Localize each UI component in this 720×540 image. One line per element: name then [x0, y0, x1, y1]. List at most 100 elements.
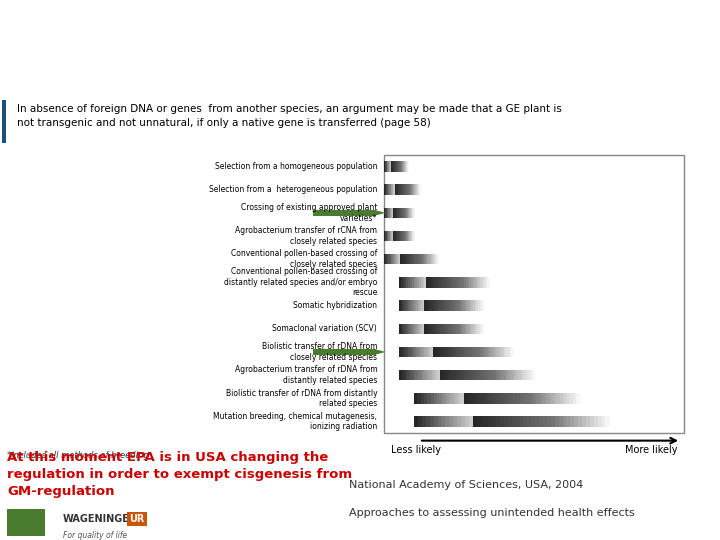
Bar — [386, 207, 387, 218]
Bar — [395, 231, 396, 241]
Bar — [488, 416, 493, 427]
Bar — [399, 161, 400, 172]
Bar — [406, 347, 409, 357]
Bar — [400, 231, 401, 241]
Bar — [467, 347, 471, 357]
Bar — [408, 207, 410, 218]
Bar — [434, 254, 436, 265]
Bar — [406, 277, 409, 288]
Bar — [459, 370, 462, 380]
Bar — [405, 185, 406, 195]
Bar — [422, 254, 424, 265]
Bar — [413, 323, 415, 334]
Bar — [462, 370, 464, 380]
Polygon shape — [376, 349, 386, 354]
Bar — [444, 323, 447, 334]
Bar — [2, 100, 6, 143]
Bar — [462, 300, 464, 311]
Bar — [459, 277, 461, 288]
Bar — [510, 393, 514, 403]
Bar — [410, 347, 413, 357]
Text: Selection from a homogeneous population: Selection from a homogeneous population — [215, 162, 377, 171]
Bar — [439, 323, 442, 334]
Bar — [523, 416, 528, 427]
Bar — [402, 231, 404, 241]
Bar — [477, 323, 479, 334]
Bar — [404, 323, 407, 334]
Bar — [405, 231, 406, 241]
Bar — [480, 416, 485, 427]
Bar — [399, 300, 402, 311]
Bar — [408, 370, 410, 380]
Bar — [418, 185, 420, 195]
Bar — [424, 347, 427, 357]
Bar — [398, 207, 399, 218]
Bar — [463, 323, 465, 334]
Bar — [402, 347, 405, 357]
Bar — [395, 207, 397, 218]
Bar — [474, 370, 478, 380]
Bar — [523, 370, 527, 380]
Bar — [419, 185, 420, 195]
Bar — [412, 277, 414, 288]
Bar — [390, 207, 392, 218]
Bar — [508, 416, 513, 427]
Bar — [454, 347, 457, 357]
Bar — [420, 347, 423, 357]
Bar — [403, 207, 405, 218]
Bar — [478, 323, 480, 334]
Bar — [454, 393, 458, 403]
Bar — [464, 277, 467, 288]
Bar — [411, 207, 413, 218]
Bar — [420, 277, 423, 288]
Bar — [456, 347, 459, 357]
Bar — [418, 185, 419, 195]
Bar — [406, 185, 408, 195]
Bar — [406, 254, 408, 265]
Bar — [448, 323, 450, 334]
Bar — [436, 300, 438, 311]
Bar — [404, 231, 405, 241]
Bar — [409, 300, 412, 311]
Bar — [430, 277, 432, 288]
Bar — [484, 277, 486, 288]
Bar — [409, 207, 410, 218]
Bar — [405, 161, 407, 172]
Bar — [590, 416, 595, 427]
Bar — [439, 300, 442, 311]
Bar — [408, 277, 410, 288]
Bar — [459, 347, 462, 357]
Bar — [520, 416, 524, 427]
Bar — [393, 207, 395, 218]
Bar — [406, 323, 408, 334]
Bar — [418, 416, 423, 427]
Bar — [531, 370, 535, 380]
Bar — [409, 254, 411, 265]
Bar — [390, 231, 392, 241]
Bar — [431, 347, 434, 357]
Bar — [413, 347, 416, 357]
Bar — [415, 254, 416, 265]
Bar — [408, 185, 409, 195]
Bar — [436, 347, 438, 357]
Bar — [444, 300, 447, 311]
Text: Crossing of existing approved plant
varieties*: Crossing of existing approved plant vari… — [240, 203, 377, 222]
Bar — [398, 231, 399, 241]
Bar — [477, 393, 481, 403]
Bar — [449, 416, 454, 427]
Bar — [388, 207, 390, 218]
Bar — [384, 231, 385, 241]
Bar — [448, 277, 450, 288]
Bar — [459, 323, 462, 334]
Bar — [391, 161, 392, 172]
Bar — [526, 370, 530, 380]
Bar — [402, 207, 404, 218]
Bar — [401, 231, 402, 241]
Bar — [393, 254, 395, 265]
Bar — [413, 185, 414, 195]
Bar — [469, 416, 474, 427]
Bar — [419, 323, 422, 334]
Bar — [399, 207, 400, 218]
Text: *includes all methods of breeding: *includes all methods of breeding — [7, 451, 148, 460]
Bar — [428, 323, 430, 334]
